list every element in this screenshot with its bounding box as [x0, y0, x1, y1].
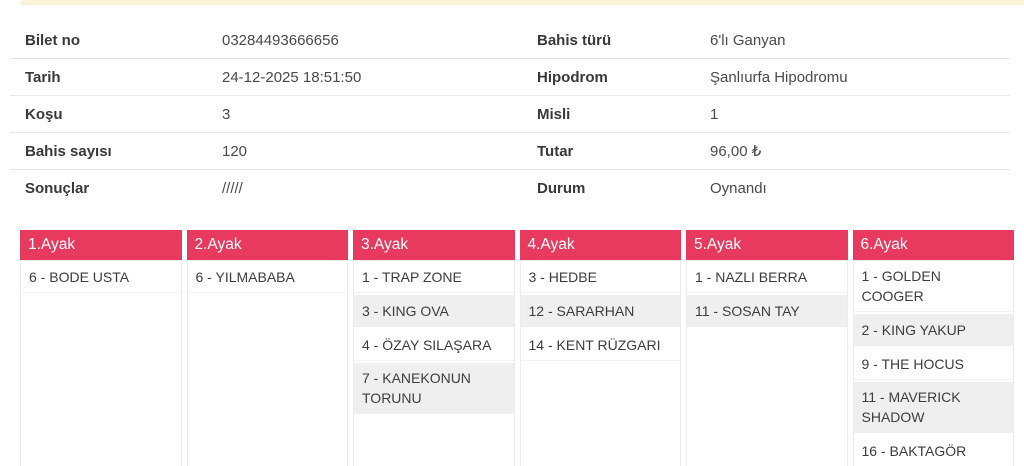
- leg-body-1: 6 - BODE USTA: [20, 260, 182, 466]
- pick-cell: 4 - ÖZAY SILAŞARA: [354, 329, 514, 361]
- leg-column-3: 3.Ayak 1 - TRAP ZONE 3 - KING OVA 4 - ÖZ…: [353, 230, 515, 466]
- leg-header-1: 1.Ayak: [20, 230, 182, 260]
- leg-header-3: 3.Ayak: [353, 230, 515, 260]
- info-label-hipodrom: Hipodrom: [537, 68, 608, 86]
- pick-cell: 3 - KING OVA: [354, 295, 514, 327]
- leg-column-1: 1.Ayak 6 - BODE USTA: [20, 230, 182, 466]
- leg-header-5: 5.Ayak: [686, 230, 848, 260]
- info-label-bahis-sayisi: Bahis sayısı: [25, 142, 112, 160]
- pick-cell: 16 - BAKTAGÖR: [854, 435, 1014, 466]
- pick-cell: 6 - BODE USTA: [21, 261, 181, 293]
- leg-header-2: 2.Ayak: [186, 230, 348, 260]
- leg-column-6: 6.Ayak 1 - GOLDEN COOGER 2 - KING YAKUP …: [852, 230, 1014, 466]
- top-banner-remnant: [20, 0, 1024, 5]
- info-label-sonuclar: Sonuçlar: [25, 180, 90, 197]
- info-row-bilet-hipodrom: Bilet no 03284493666656 Bahis türü 6'lı …: [10, 22, 1010, 59]
- info-value-tarih: 24-12-2025 18:51:50: [222, 68, 362, 86]
- info-value-sonuclar: /////: [222, 180, 243, 197]
- info-value-bahis-turu: 6'lı Ganyan: [710, 31, 786, 49]
- info-label-misli: Misli: [537, 105, 571, 123]
- info-label-durum: Durum: [537, 180, 586, 197]
- legs-table: 1.Ayak 6 - BODE USTA 2.Ayak 6 - YILMABAB…: [20, 230, 1014, 466]
- ticket-info-table: Bilet no 03284493666656 Bahis türü 6'lı …: [10, 22, 1010, 207]
- info-value-kosu: 3: [222, 105, 231, 123]
- leg-column-2: 2.Ayak 6 - YILMABABA: [186, 230, 348, 466]
- info-row-tarih-hipodrom: Tarih 24-12-2025 18:51:50 Hipodrom Şanlı…: [10, 59, 1010, 96]
- leg-body-3: 1 - TRAP ZONE 3 - KING OVA 4 - ÖZAY SILA…: [353, 260, 515, 466]
- leg-header-4: 4.Ayak: [519, 230, 681, 260]
- pick-cell: 2 - KING YAKUP: [853, 314, 1013, 346]
- info-row-kosu-misli: Koşu 3 Misli 1: [10, 96, 1010, 133]
- pick-cell: 9 - THE HOCUS: [853, 348, 1013, 380]
- leg-body-6: 1 - GOLDEN COOGER 2 - KING YAKUP 9 - THE…: [852, 260, 1014, 466]
- leg-column-4: 4.Ayak 3 - HEDBE 12 - SARARHAN 14 - KENT…: [519, 230, 681, 466]
- pick-cell: 1 - GOLDEN COOGER: [853, 261, 1013, 312]
- leg-body-4: 3 - HEDBE 12 - SARARHAN 14 - KENT RÜZGAR…: [519, 260, 681, 466]
- pick-cell: 11 - MAVERICK SHADOW: [853, 382, 1013, 433]
- leg-body-5: 1 - NAZLI BERRA 11 - SOSAN TAY: [686, 260, 848, 466]
- info-label-tutar: Tutar: [537, 142, 574, 160]
- info-value-bilet-no: 03284493666656: [222, 31, 339, 49]
- info-label-bahis-turu: Bahis türü: [537, 31, 612, 49]
- pick-cell: 12 - SARARHAN: [520, 295, 680, 327]
- leg-column-5: 5.Ayak 1 - NAZLI BERRA 11 - SOSAN TAY: [686, 230, 848, 466]
- pick-cell: 6 - YILMABABA: [187, 261, 347, 293]
- pick-cell: 11 - SOSAN TAY: [687, 295, 847, 327]
- info-label-bilet-no: Bilet no: [25, 31, 80, 49]
- info-label-tarih: Tarih: [25, 68, 61, 86]
- pick-cell: 3 - HEDBE: [520, 261, 680, 293]
- info-value-bahis-sayisi: 120: [222, 142, 248, 160]
- info-value-durum: Oynandı: [710, 180, 767, 197]
- pick-cell: 14 - KENT RÜZGARI: [520, 329, 680, 361]
- info-row-bahis-tutar: Bahis sayısı 120 Tutar 96,00 ₺: [10, 133, 1010, 170]
- info-label-kosu: Koşu: [25, 105, 63, 123]
- info-value-tutar: 96,00 ₺: [710, 143, 762, 160]
- leg-body-2: 6 - YILMABABA: [186, 260, 348, 466]
- pick-cell: 1 - TRAP ZONE: [354, 261, 514, 293]
- info-value-hipodrom: Şanlıurfa Hipodromu: [710, 68, 848, 86]
- info-value-misli: 1: [710, 105, 719, 123]
- pick-cell: 7 - KANEKONUN TORUNU: [354, 363, 514, 414]
- pick-cell: 1 - NAZLI BERRA: [687, 261, 847, 293]
- leg-header-6: 6.Ayak: [852, 230, 1014, 260]
- info-row-sonuclar-durum: Sonuçlar ///// Durum Oynandı: [10, 170, 1010, 207]
